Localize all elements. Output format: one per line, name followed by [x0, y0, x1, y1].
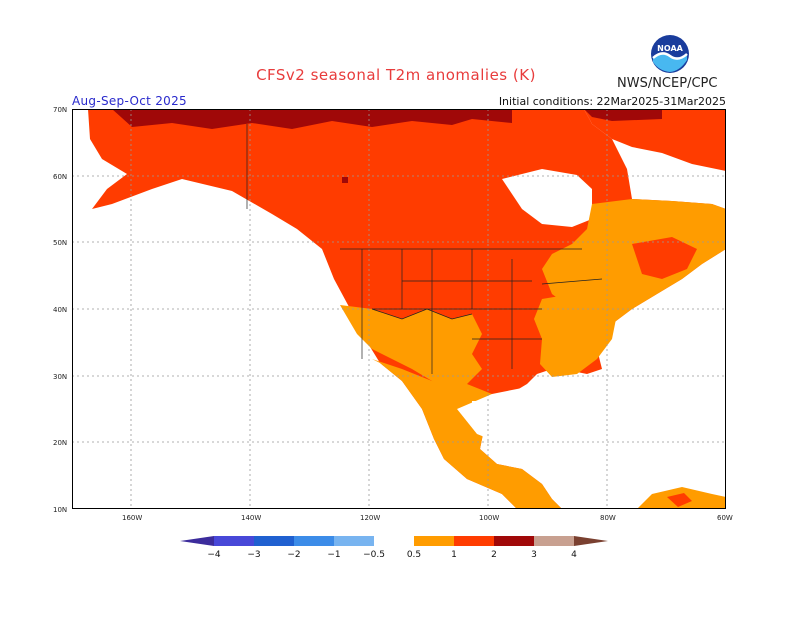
- lat-label: 20N: [53, 439, 68, 447]
- lon-label: 160W: [122, 514, 143, 522]
- legend-swatch: [334, 536, 374, 546]
- legend-swatch: [494, 536, 534, 546]
- initial-conditions: Initial conditions: 22Mar2025-31Mar2025: [498, 95, 726, 108]
- legend-tick-label: −2: [287, 550, 300, 560]
- legend-tick-label: 0.5: [407, 550, 421, 560]
- mexico-mild: [372, 359, 562, 509]
- legend-swatch: [534, 536, 574, 546]
- legend-tick-label: 4: [571, 550, 577, 560]
- legend-tick-label: −0.5: [363, 550, 385, 560]
- lon-label: 120W: [360, 514, 381, 522]
- lon-label: 100W: [479, 514, 500, 522]
- map-title: CFSv2 seasonal T2m anomalies (K): [256, 66, 536, 84]
- legend-swatch: [414, 536, 454, 546]
- legend-swatch: [574, 536, 608, 546]
- legend-tick-label: −3: [247, 550, 260, 560]
- greenland-land: [584, 109, 726, 171]
- anomaly-map: [72, 109, 726, 509]
- legend-swatches: [180, 536, 608, 546]
- lat-label: 40N: [53, 306, 68, 314]
- noaa-logo-icon: NOAA: [651, 35, 689, 73]
- legend-tick-label: 3: [531, 550, 537, 560]
- southwest-mild: [340, 305, 482, 389]
- agency-label: NWS/NCEP/CPC: [617, 76, 718, 91]
- gulf-of-mexico: [457, 384, 562, 444]
- lat-label: 30N: [53, 373, 68, 381]
- lat-label: 50N: [53, 239, 68, 247]
- eastern-canada-mild: [542, 199, 726, 324]
- color-legend: −4 −3 −2 −1 −0.5 0.5 1 2 3 4: [180, 536, 608, 560]
- legend-swatch: [294, 536, 334, 546]
- greenland-warm: [584, 109, 662, 121]
- legend-tick-label: −4: [207, 550, 221, 560]
- forecast-period: Aug-Sep-Oct 2025: [72, 94, 187, 108]
- legend-swatch: [454, 536, 494, 546]
- legend-swatch: [374, 536, 414, 546]
- legend-swatch: [254, 536, 294, 546]
- lon-label: 140W: [241, 514, 262, 522]
- lat-label: 60N: [53, 173, 68, 181]
- legend-tick-label: −1: [327, 550, 340, 560]
- southeast-mild: [534, 294, 617, 377]
- legend-swatch: [214, 536, 254, 546]
- legend-labels: −4 −3 −2 −1 −0.5 0.5 1 2 3 4: [207, 550, 577, 560]
- hudson-bay: [502, 169, 592, 227]
- legend-tick-label: 2: [491, 550, 497, 560]
- lat-label: 70N: [53, 106, 68, 114]
- lon-label: 80W: [600, 514, 616, 522]
- quebec-warm: [632, 237, 697, 279]
- lon-label: 60W: [717, 514, 733, 522]
- legend-tick-label: 1: [451, 550, 457, 560]
- legend-swatch: [180, 536, 214, 546]
- svg-text:NOAA: NOAA: [657, 44, 683, 53]
- south-america-warm: [667, 493, 692, 507]
- lat-label: 10N: [53, 506, 68, 514]
- arctic-warm-band: [112, 109, 512, 129]
